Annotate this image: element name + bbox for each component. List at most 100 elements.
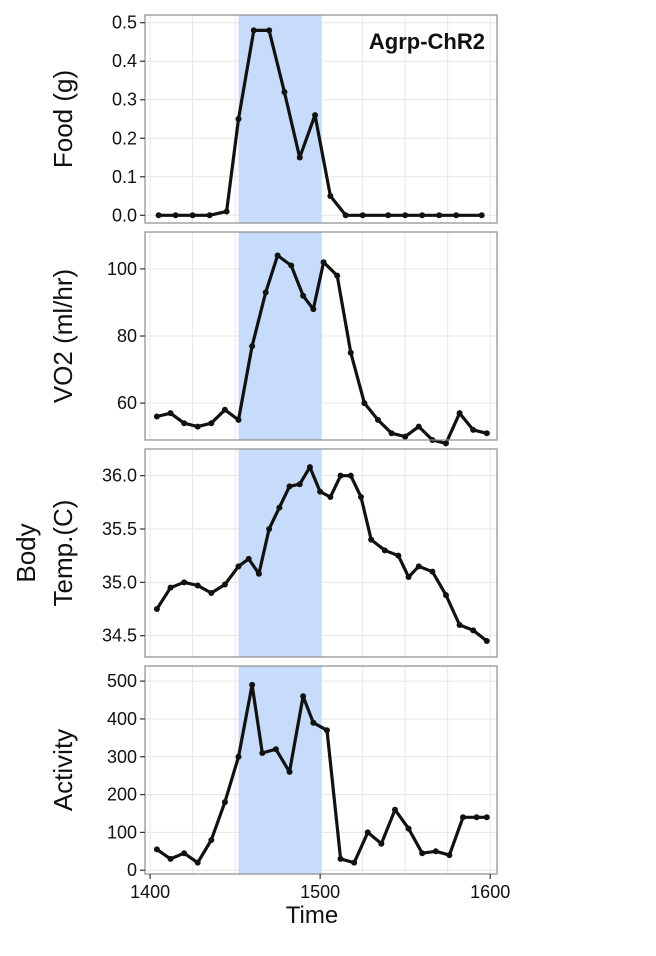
data-point: [286, 483, 293, 490]
data-point: [259, 749, 266, 756]
stimulation-band: [238, 232, 322, 440]
data-point: [347, 472, 354, 479]
data-point: [155, 212, 162, 219]
y-tick-label: 0.5: [112, 13, 137, 33]
data-point: [442, 592, 449, 599]
data-point: [320, 259, 327, 266]
data-point: [395, 552, 402, 559]
y-tick-label: 0: [127, 860, 137, 880]
data-point: [323, 727, 330, 734]
data-point: [208, 590, 215, 596]
data-point: [296, 154, 303, 161]
data-point: [327, 494, 334, 500]
data-point: [402, 212, 409, 219]
y-axis-title-food: Food (g): [48, 70, 78, 168]
data-point: [153, 606, 160, 612]
data-point: [391, 806, 398, 813]
data-point: [337, 472, 344, 479]
data-point: [249, 343, 256, 350]
data-point: [342, 212, 349, 219]
data-point: [381, 547, 388, 554]
panel-frame: [144, 665, 498, 875]
data-point: [245, 555, 252, 562]
data-point: [167, 855, 174, 862]
data-point: [483, 430, 490, 437]
data-point: [194, 423, 201, 430]
data-point: [181, 420, 188, 427]
data-point: [249, 681, 256, 688]
data-point: [357, 494, 364, 500]
data-point: [419, 212, 426, 219]
stimulation-band: [238, 666, 322, 874]
panel-vo2: 60 80 100 VO2 (ml/hr): [48, 231, 498, 447]
data-point: [250, 27, 257, 34]
data-point: [189, 212, 196, 219]
data-point: [442, 440, 449, 447]
panel-annotation: Agrp-ChR2: [369, 29, 485, 54]
data-point: [478, 212, 485, 219]
data-point: [334, 272, 341, 279]
panel-frame: [144, 448, 498, 658]
data-point: [337, 855, 344, 862]
data-point: [255, 570, 262, 577]
panel-frame: [144, 14, 498, 224]
y-tick-label: 100: [107, 259, 137, 279]
data-point: [194, 582, 201, 589]
data-point: [470, 426, 477, 433]
data-point: [351, 859, 358, 866]
data-point: [327, 193, 334, 200]
data-point: [310, 719, 317, 726]
data-point: [306, 464, 313, 471]
data-point: [194, 859, 201, 866]
y-tick-label: 0.2: [112, 128, 137, 148]
y-axis-title-activity: Activity: [48, 729, 78, 811]
data-point: [429, 568, 436, 575]
y-tick-label: 60: [117, 393, 137, 413]
data-point: [300, 693, 307, 700]
y-axis-title-temp: Temp.(C): [48, 500, 78, 607]
y-tick-label: 80: [117, 326, 137, 346]
x-axis-title: Time: [286, 902, 338, 929]
data-point: [402, 433, 409, 440]
panel-temp: 34.5 35.0 35.5 36.0 Body Temp.(C): [11, 448, 498, 658]
y-tick-label: 0.1: [112, 167, 137, 187]
data-point: [172, 212, 179, 219]
data-point: [436, 212, 443, 219]
data-point: [388, 430, 395, 437]
data-point: [235, 416, 242, 423]
stimulation-band: [238, 15, 322, 223]
data-point: [167, 410, 174, 417]
data-point: [206, 212, 213, 219]
data-point: [405, 825, 412, 832]
data-point: [235, 563, 242, 570]
data-point: [405, 574, 412, 580]
y-tick-label: 200: [107, 785, 137, 805]
data-point: [167, 584, 174, 591]
data-point: [153, 846, 160, 853]
data-point: [374, 416, 381, 423]
data-point: [312, 112, 319, 119]
data-point: [235, 116, 242, 122]
y-tick-label: 35.5: [102, 519, 137, 539]
data-point: [300, 292, 307, 299]
x-tick-label: 1500: [300, 882, 340, 902]
data-point: [459, 814, 466, 821]
data-point: [361, 400, 368, 407]
y-tick-label: 34.5: [102, 626, 137, 646]
data-point: [432, 848, 439, 855]
data-point: [153, 413, 160, 420]
data-point: [221, 406, 228, 413]
data-point: [310, 306, 317, 313]
data-point: [223, 208, 230, 215]
data-point: [415, 423, 422, 430]
x-tick-label: 1600: [470, 882, 510, 902]
y-tick-label: 0.0: [112, 205, 137, 225]
y-axis-title-temp: Body: [11, 523, 41, 582]
panel-food: 0.0 0.1 0.2 0.3 0.4 0.5 Food (g) Agrp-ChR2: [48, 13, 498, 225]
data-point: [419, 850, 426, 857]
data-point: [276, 504, 283, 511]
data-point: [208, 836, 215, 843]
data-point: [473, 814, 480, 821]
data-point: [274, 252, 281, 259]
